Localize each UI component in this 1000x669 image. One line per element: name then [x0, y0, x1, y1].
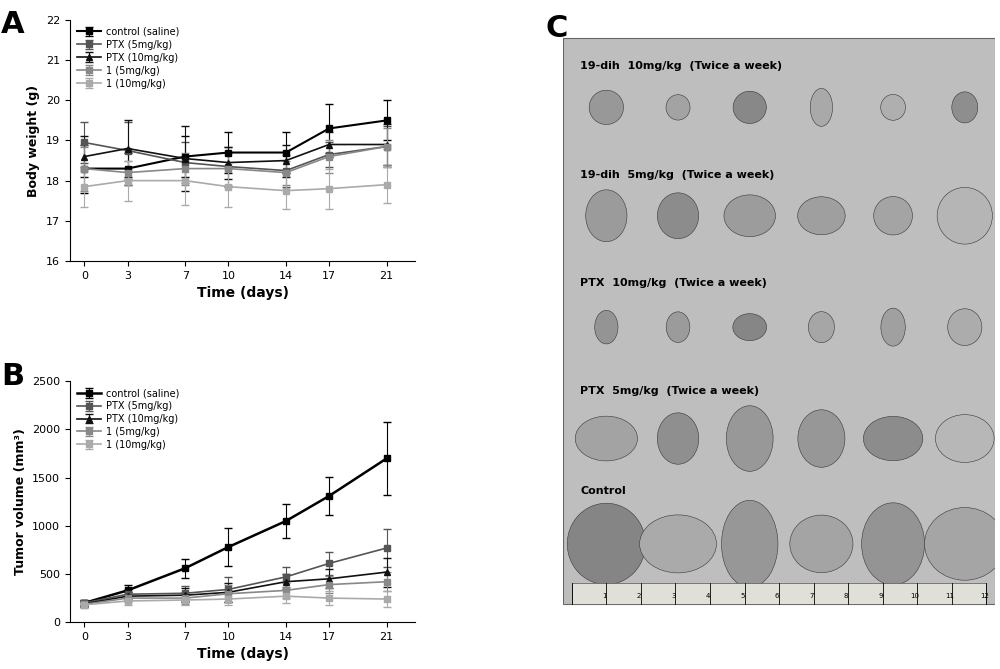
Ellipse shape — [863, 416, 923, 461]
Legend: control (saline), PTX (5mg/kg), PTX (10mg/kg), 1 (5mg/kg), 1 (10mg/kg): control (saline), PTX (5mg/kg), PTX (10m… — [75, 25, 181, 90]
Text: 6: 6 — [775, 593, 779, 599]
Text: 5: 5 — [740, 593, 745, 599]
Text: B: B — [1, 362, 24, 391]
Ellipse shape — [589, 90, 624, 124]
Ellipse shape — [925, 508, 1000, 580]
Ellipse shape — [733, 91, 766, 124]
Text: 19-dih  10mg/kg  (Twice a week): 19-dih 10mg/kg (Twice a week) — [580, 62, 783, 72]
Text: PTX  10mg/kg  (Twice a week): PTX 10mg/kg (Twice a week) — [580, 278, 767, 288]
Ellipse shape — [657, 193, 699, 239]
Text: 12: 12 — [980, 593, 989, 599]
Ellipse shape — [862, 503, 925, 585]
Ellipse shape — [726, 406, 773, 471]
Ellipse shape — [881, 94, 905, 120]
Ellipse shape — [666, 94, 690, 120]
Ellipse shape — [567, 503, 645, 585]
Ellipse shape — [881, 308, 905, 346]
Text: 8: 8 — [844, 593, 848, 599]
Text: 3: 3 — [671, 593, 676, 599]
Legend: control (saline), PTX (5mg/kg), PTX (10mg/kg), 1 (5mg/kg), 1 (10mg/kg): control (saline), PTX (5mg/kg), PTX (10m… — [75, 386, 181, 452]
X-axis label: Time (days): Time (days) — [197, 286, 289, 300]
Ellipse shape — [595, 310, 618, 344]
Text: 2: 2 — [637, 593, 641, 599]
Ellipse shape — [874, 197, 912, 235]
Text: 1: 1 — [602, 593, 606, 599]
X-axis label: Time (days): Time (days) — [197, 648, 289, 662]
Text: Control: Control — [580, 486, 626, 496]
Ellipse shape — [937, 187, 992, 244]
FancyBboxPatch shape — [563, 38, 995, 604]
Text: 10: 10 — [911, 593, 920, 599]
Ellipse shape — [798, 410, 845, 467]
Text: C: C — [546, 14, 568, 43]
Text: 7: 7 — [809, 593, 814, 599]
Y-axis label: Tumor volume (mm³): Tumor volume (mm³) — [14, 428, 27, 575]
Ellipse shape — [657, 413, 699, 464]
Ellipse shape — [724, 195, 775, 237]
Ellipse shape — [575, 416, 637, 461]
Ellipse shape — [810, 88, 833, 126]
Ellipse shape — [790, 515, 853, 573]
Text: PTX  5mg/kg  (Twice a week): PTX 5mg/kg (Twice a week) — [580, 387, 760, 396]
Ellipse shape — [640, 515, 716, 573]
Ellipse shape — [808, 312, 834, 343]
Text: 4: 4 — [706, 593, 710, 599]
Ellipse shape — [935, 415, 994, 462]
Ellipse shape — [948, 309, 982, 345]
Ellipse shape — [952, 92, 978, 123]
Text: 19-dih  5mg/kg  (Twice a week): 19-dih 5mg/kg (Twice a week) — [580, 170, 775, 179]
Text: A: A — [1, 11, 25, 39]
Ellipse shape — [733, 314, 767, 341]
Text: 11: 11 — [945, 593, 954, 599]
Text: 9: 9 — [878, 593, 883, 599]
Ellipse shape — [586, 190, 627, 242]
Ellipse shape — [666, 312, 690, 343]
Ellipse shape — [798, 197, 845, 235]
FancyBboxPatch shape — [572, 583, 986, 604]
Ellipse shape — [721, 500, 778, 587]
Y-axis label: Body weight (g): Body weight (g) — [27, 84, 40, 197]
